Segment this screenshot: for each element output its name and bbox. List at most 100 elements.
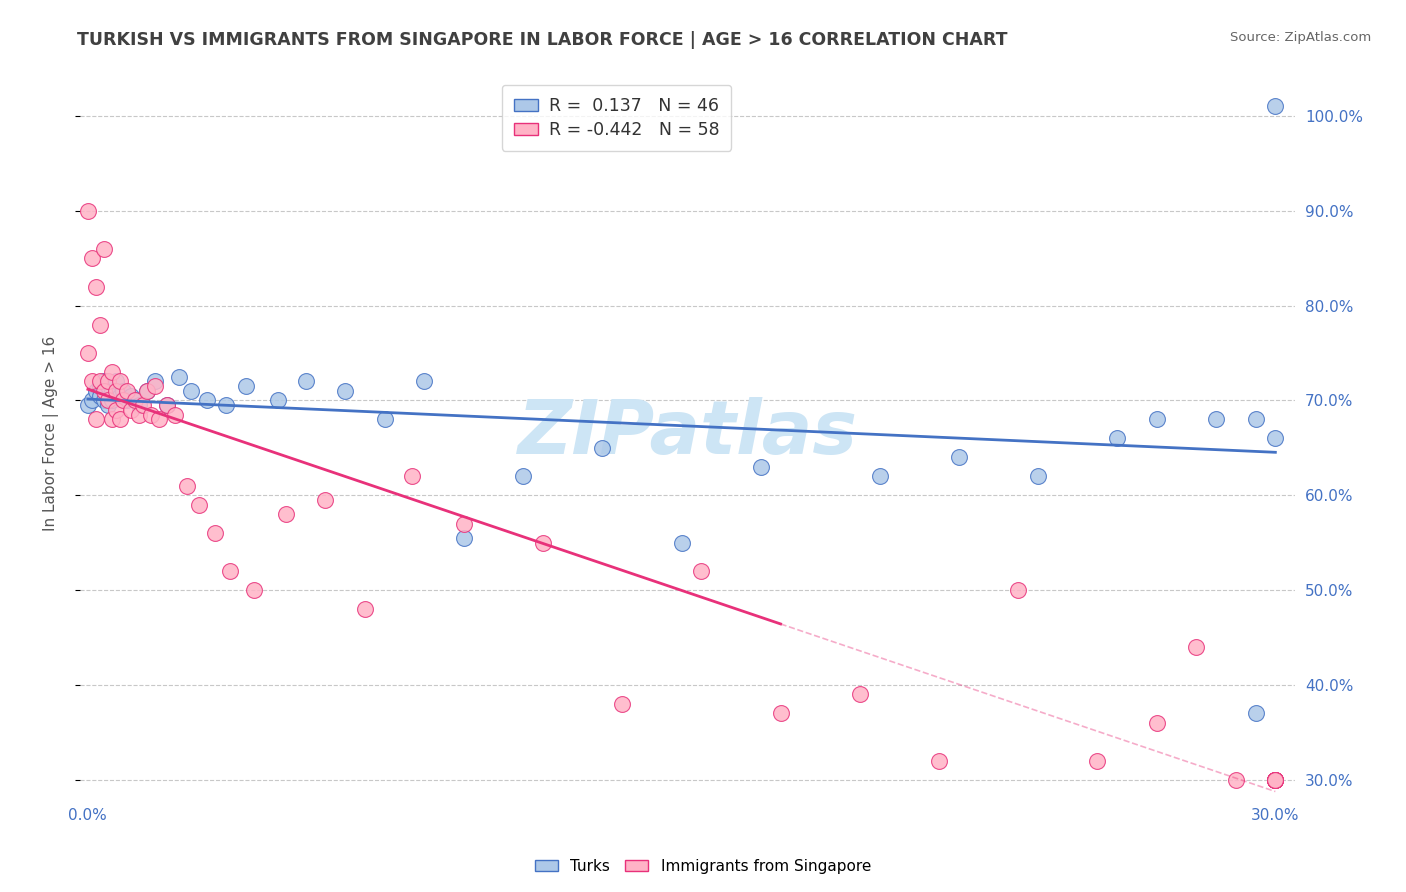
Point — [80, 393, 103, 408]
Point — [1264, 772, 1286, 787]
Point — [93, 384, 115, 398]
Point — [89, 389, 111, 403]
Point — [333, 384, 356, 398]
Point — [374, 412, 396, 426]
Point — [84, 412, 107, 426]
Point — [274, 508, 297, 522]
Point — [97, 398, 120, 412]
Point — [243, 583, 266, 598]
Point — [215, 398, 238, 412]
Point — [848, 688, 870, 702]
Point — [749, 459, 772, 474]
Point — [187, 498, 209, 512]
Point — [84, 279, 107, 293]
Point — [136, 384, 159, 398]
Point — [1264, 772, 1286, 787]
Point — [128, 398, 150, 412]
Point — [117, 393, 139, 408]
Point — [1264, 99, 1286, 113]
Point — [531, 535, 554, 549]
Point — [156, 398, 179, 412]
Point — [84, 384, 107, 398]
Point — [100, 393, 122, 408]
Point — [869, 469, 891, 483]
Point — [108, 412, 131, 426]
Point — [163, 408, 186, 422]
Point — [104, 384, 127, 398]
Point — [1185, 640, 1208, 654]
Point — [89, 375, 111, 389]
Point — [401, 469, 423, 483]
Point — [1244, 412, 1267, 426]
Point — [100, 365, 122, 379]
Point — [612, 697, 634, 711]
Point — [453, 516, 475, 531]
Point — [690, 564, 713, 578]
Point — [128, 408, 150, 422]
Point — [143, 379, 166, 393]
Point — [136, 384, 159, 398]
Point — [120, 403, 142, 417]
Point — [1264, 772, 1286, 787]
Point — [108, 375, 131, 389]
Point — [89, 318, 111, 332]
Point — [267, 393, 290, 408]
Point — [1146, 715, 1168, 730]
Point — [176, 479, 198, 493]
Point — [76, 346, 98, 360]
Point — [1264, 772, 1286, 787]
Point — [124, 393, 146, 408]
Point — [1205, 412, 1227, 426]
Point — [314, 493, 336, 508]
Point — [104, 375, 127, 389]
Text: TURKISH VS IMMIGRANTS FROM SINGAPORE IN LABOR FORCE | AGE > 16 CORRELATION CHART: TURKISH VS IMMIGRANTS FROM SINGAPORE IN … — [77, 31, 1008, 49]
Point — [1264, 772, 1286, 787]
Point — [1105, 431, 1128, 445]
Point — [89, 379, 111, 393]
Point — [93, 242, 115, 256]
Point — [413, 375, 436, 389]
Point — [104, 403, 127, 417]
Legend: Turks, Immigrants from Singapore: Turks, Immigrants from Singapore — [529, 853, 877, 880]
Point — [117, 384, 139, 398]
Point — [76, 398, 98, 412]
Point — [1264, 772, 1286, 787]
Point — [1264, 772, 1286, 787]
Point — [1244, 706, 1267, 721]
Point — [93, 393, 115, 408]
Point — [97, 393, 120, 408]
Point — [1085, 754, 1108, 768]
Point — [156, 398, 179, 412]
Point — [294, 375, 316, 389]
Point — [1146, 412, 1168, 426]
Point — [769, 706, 792, 721]
Point — [80, 375, 103, 389]
Point — [235, 379, 257, 393]
Point — [124, 393, 146, 408]
Point — [112, 384, 135, 398]
Point — [93, 375, 115, 389]
Text: Source: ZipAtlas.com: Source: ZipAtlas.com — [1230, 31, 1371, 45]
Text: ZIPatlas: ZIPatlas — [517, 397, 858, 470]
Legend: R =  0.137   N = 46, R = -0.442   N = 58: R = 0.137 N = 46, R = -0.442 N = 58 — [502, 85, 731, 151]
Point — [948, 450, 970, 465]
Point — [1007, 583, 1029, 598]
Point — [354, 602, 377, 616]
Point — [97, 379, 120, 393]
Point — [120, 389, 142, 403]
Point — [453, 531, 475, 545]
Point — [671, 535, 693, 549]
Point — [591, 441, 613, 455]
Point — [167, 369, 190, 384]
Point — [219, 564, 242, 578]
Point — [100, 384, 122, 398]
Point — [512, 469, 534, 483]
Point — [141, 408, 163, 422]
Point — [928, 754, 950, 768]
Point — [195, 393, 218, 408]
Point — [1225, 772, 1247, 787]
Point — [112, 393, 135, 408]
Point — [76, 203, 98, 218]
Point — [97, 375, 120, 389]
Point — [180, 384, 202, 398]
